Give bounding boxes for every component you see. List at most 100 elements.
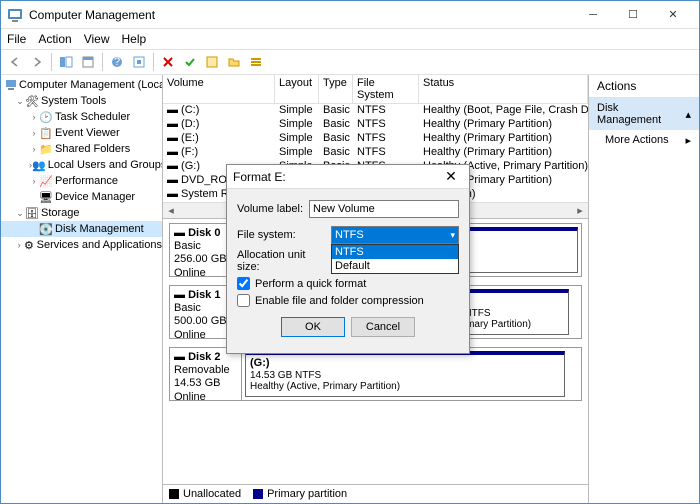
col-volume[interactable]: Volume [163,75,275,103]
window-title: Computer Management [29,8,573,22]
tree-disk-management[interactable]: 💽Disk Management [1,221,162,237]
dropdown-option-ntfs[interactable]: NTFS [332,245,458,259]
tree-root[interactable]: Computer Management (Local [1,77,162,93]
show-hide-tree-icon[interactable] [56,52,76,72]
menu-view[interactable]: View [84,32,110,46]
disk-row: ▬ Disk 2Removable14.53 GBOnline(G:)14.53… [169,347,582,401]
folder-icon[interactable] [224,52,244,72]
ok-button[interactable]: OK [281,317,345,337]
tree-systools[interactable]: ⌄🛠System Tools [1,93,162,109]
tree-performance[interactable]: ›📈Performance [1,173,162,189]
properties-icon[interactable] [78,52,98,72]
tree-item-label: Local Users and Groups [48,159,162,171]
properties2-icon[interactable] [202,52,222,72]
maximize-button[interactable]: ☐ [613,3,653,27]
dialog-close-button[interactable]: ✕ [439,168,463,185]
menu-action[interactable]: Action [38,32,71,46]
compression-checkbox[interactable]: Enable file and folder compression [237,294,459,307]
scroll-left-icon[interactable]: ◂ [163,203,179,219]
tree-item-label: Event Viewer [55,127,120,139]
cancel-button[interactable]: Cancel [351,317,415,337]
tree-item-label: Disk Management [55,223,144,235]
volume-row[interactable]: ▬ (C:)SimpleBasicNTFSHealthy (Boot, Page… [163,104,588,118]
actions-more-label: More Actions [605,134,669,147]
tree-storage[interactable]: ⌄🗄Storage [1,205,162,221]
menu-help[interactable]: Help [122,32,147,46]
filesystem-value: NTFS [335,229,364,241]
allocation-size-label: Allocation unit size: [237,249,331,273]
computer-icon [5,78,17,92]
actions-panel: Actions Disk Management▴ More Actions ▸ [589,75,699,503]
dropdown-option-default[interactable]: Default [332,259,458,273]
quick-format-input[interactable] [237,277,250,290]
volume-label-label: Volume label: [237,203,309,215]
help-icon[interactable]: ? [107,52,127,72]
volume-label-input[interactable] [309,200,459,218]
svg-text:?: ? [114,56,120,68]
col-type[interactable]: Type [319,75,353,103]
refresh-icon[interactable] [129,52,149,72]
filesystem-label: File system: [237,229,331,241]
legend-primary-swatch [253,489,263,499]
tools-icon: 🛠 [25,94,39,108]
menu-file[interactable]: File [7,32,26,46]
actions-header: Actions [589,75,699,98]
quick-format-checkbox[interactable]: Perform a quick format [237,277,459,290]
actions-disk-management[interactable]: Disk Management▴ [589,98,699,130]
back-button[interactable] [5,52,25,72]
tree-storage-label: Storage [41,207,80,219]
tree-root-label: Computer Management (Local [19,79,162,91]
compression-input[interactable] [237,294,250,307]
chevron-down-icon: ▾ [450,230,455,241]
tree-item-label: Task Scheduler [55,111,130,123]
volume-row[interactable]: ▬ (D:)SimpleBasicNTFSHealthy (Primary Pa… [163,118,588,132]
titlebar: Computer Management ─ ☐ ✕ [1,1,699,29]
delete-icon[interactable] [158,52,178,72]
col-layout[interactable]: Layout [275,75,319,103]
menubar: File Action View Help [1,29,699,49]
expand-icon[interactable]: › [15,240,23,250]
app-icon [7,7,23,23]
partition[interactable]: (G:)14.53 GB NTFSHealthy (Active, Primar… [245,351,565,397]
tree-task-scheduler[interactable]: ›🕑Task Scheduler [1,109,162,125]
list-icon[interactable] [246,52,266,72]
expand-icon[interactable]: › [29,144,39,154]
tree-services[interactable]: ›⚙Services and Applications [1,237,162,253]
tree-item-label: Services and Applications [37,239,162,251]
format-dialog: Format E: ✕ Volume label: File system: N… [226,164,470,354]
users-icon: 👥 [32,158,46,172]
tree-local-users[interactable]: ›👥Local Users and Groups [1,157,162,173]
storage-icon: 🗄 [25,206,39,220]
expand-icon[interactable]: › [29,176,39,186]
expand-icon[interactable]: › [29,128,39,138]
volume-row[interactable]: ▬ (E:)SimpleBasicNTFSHealthy (Primary Pa… [163,132,588,146]
close-button[interactable]: ✕ [653,3,693,27]
collapse-icon[interactable]: ⌄ [15,96,25,107]
minimize-button[interactable]: ─ [573,3,613,27]
tree-event-viewer[interactable]: ›📋Event Viewer [1,125,162,141]
volume-row[interactable]: ▬ (F:)SimpleBasicNTFSHealthy (Primary Pa… [163,146,588,160]
disk-label[interactable]: ▬ Disk 2Removable14.53 GBOnline [170,348,242,400]
col-filesystem[interactable]: File System [353,75,419,103]
tree-item-label: Shared Folders [55,143,130,155]
col-status[interactable]: Status [419,75,588,103]
filesystem-combo[interactable]: NTFS ▾ NTFS Default [331,226,459,244]
folder-share-icon: 📁 [39,142,53,156]
services-icon: ⚙ [23,238,34,252]
legend-unallocated-swatch [169,489,179,499]
legend-unallocated-label: Unallocated [183,488,241,500]
dialog-titlebar: Format E: ✕ [227,165,469,189]
perf-icon: 📈 [39,174,53,188]
tree-device-manager[interactable]: 🖥Device Manager [1,189,162,205]
device-icon: 🖥 [39,190,53,204]
expand-icon[interactable]: › [29,112,39,122]
collapse-icon: ▴ [685,108,691,121]
scroll-right-icon[interactable]: ▸ [572,203,588,219]
collapse-icon[interactable]: ⌄ [15,208,25,219]
expand-icon: ▸ [685,134,691,147]
actions-more[interactable]: More Actions ▸ [589,130,699,151]
tree-item-label: Performance [55,175,118,187]
tree-shared-folders[interactable]: ›📁Shared Folders [1,141,162,157]
forward-button[interactable] [27,52,47,72]
check-icon[interactable] [180,52,200,72]
